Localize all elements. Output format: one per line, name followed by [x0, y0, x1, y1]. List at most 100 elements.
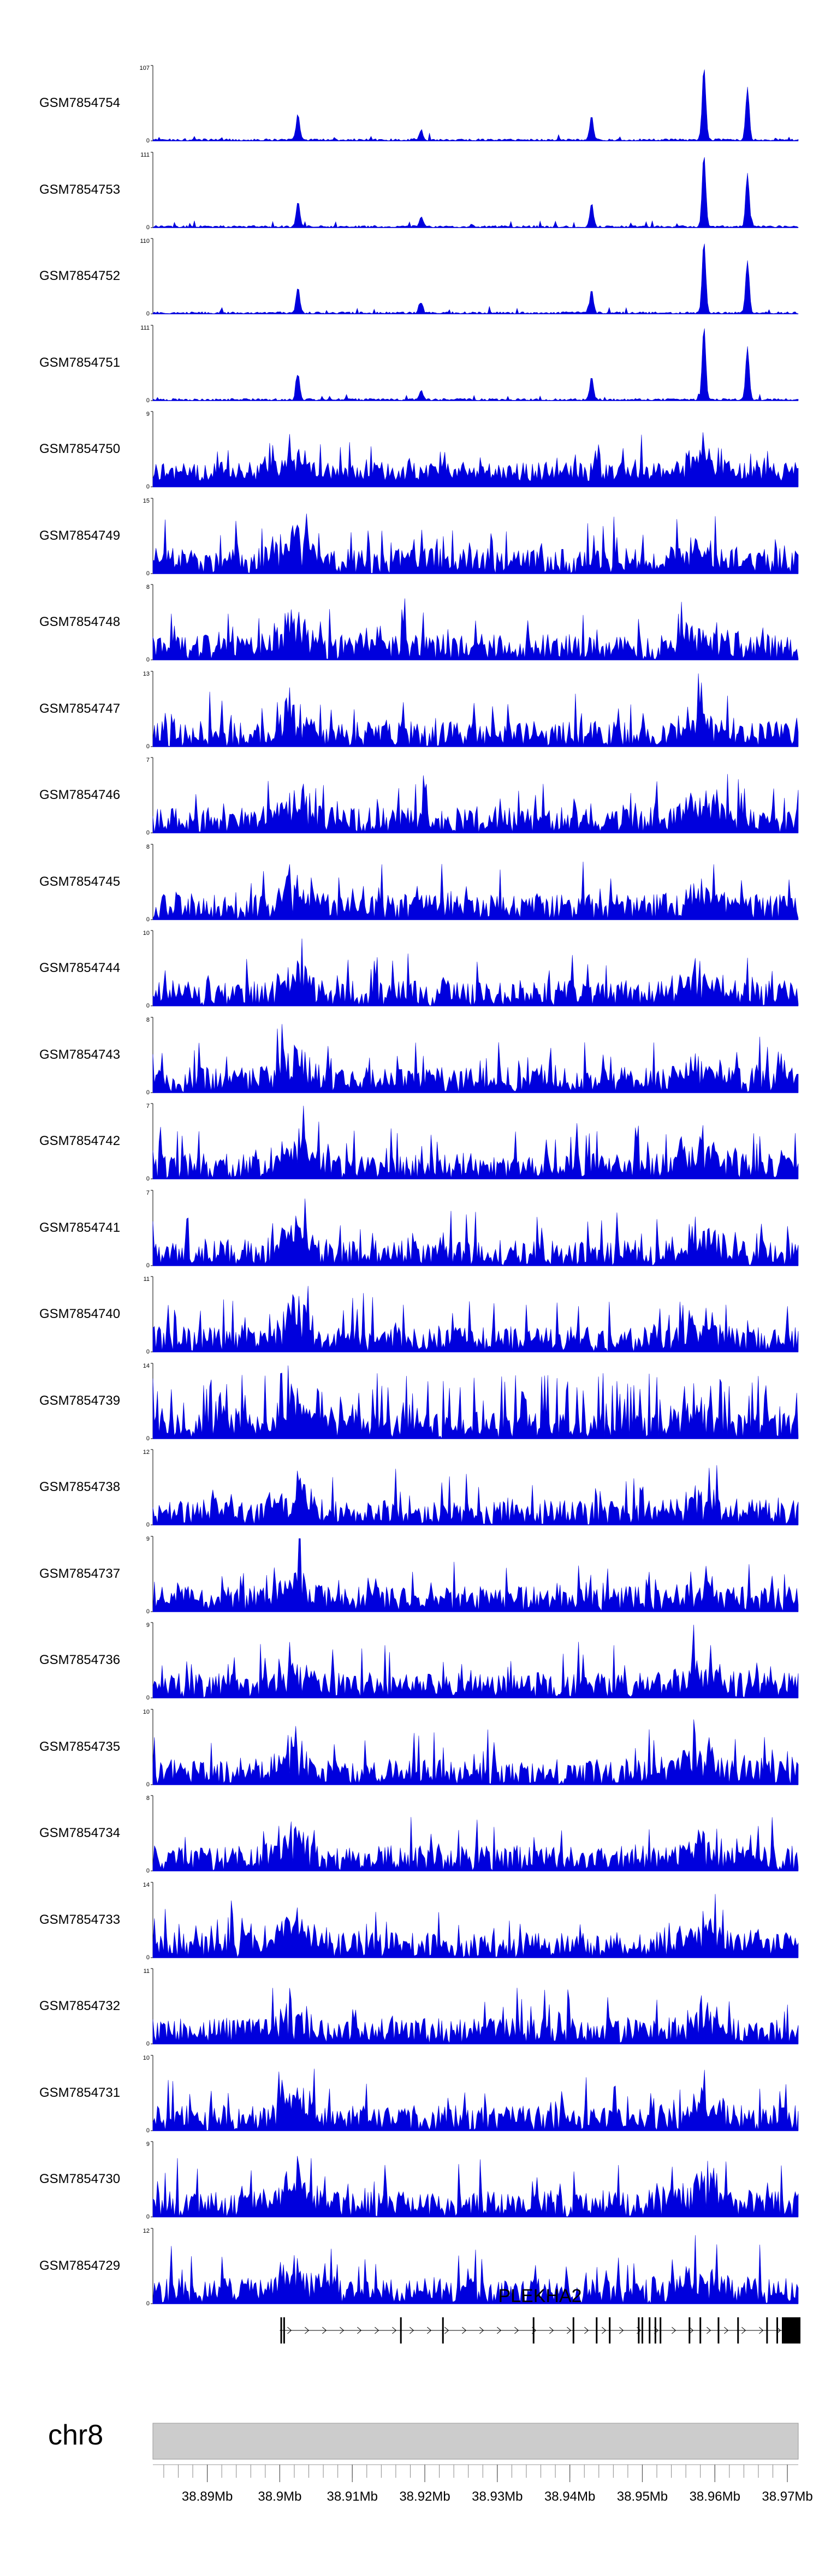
track-GSM7854748: GSM7854748 8 0 [0, 583, 819, 669]
y-max-label: 15 [143, 498, 150, 504]
y-min-label: 0 [146, 2041, 150, 2047]
y-min-label: 0 [146, 397, 150, 404]
signal-area [152, 598, 799, 660]
y-min-label: 0 [146, 1176, 150, 1182]
strand-arrow [497, 2327, 502, 2334]
y-max-label: 10 [143, 930, 150, 937]
strand-arrow [707, 2327, 711, 2334]
gene-exon [641, 2317, 643, 2344]
y-max-label: 12 [143, 2228, 150, 2234]
track-plot: 80 [146, 584, 799, 663]
track-plot: 10 0 [143, 1709, 799, 1788]
gene-exon [532, 2317, 535, 2344]
signal-area [152, 1023, 799, 1093]
y-max-label: 8 [146, 584, 150, 591]
signal-area [152, 1286, 799, 1352]
track-label: GSM7854743 [39, 1047, 121, 1062]
track-GSM7854752: GSM7854752 110 0 [0, 237, 819, 323]
track-GSM7854738: GSM7854738 12 0 [0, 1448, 819, 1534]
track-GSM7854750: GSM7854750 9 0 [0, 410, 819, 496]
track-label: GSM7854751 [39, 355, 121, 370]
track-label: GSM7854737 [39, 1566, 121, 1581]
track-label: GSM7854739 [39, 1393, 121, 1408]
track-plot: 70 [146, 1190, 799, 1269]
gene-exon [660, 2317, 662, 2344]
strand-arrow [759, 2327, 764, 2334]
strand-arrow [322, 2327, 327, 2334]
y-max-label: 7 [146, 1103, 150, 1110]
strand-arrow [549, 2327, 554, 2334]
track-plot: 80 [146, 844, 799, 923]
signal-area [152, 1817, 799, 1871]
signal-area [152, 774, 799, 833]
track-GSM7854730: GSM7854730 9 0 [0, 2140, 819, 2226]
y-max-label: 11 [144, 1276, 150, 1283]
signal-area [152, 1624, 799, 1698]
track-GSM7854734: GSM7854734 8 0 [0, 1794, 819, 1880]
signal-area [152, 938, 799, 1006]
track-GSM7854735: GSM7854735 10 0 [0, 1708, 819, 1793]
track-label: GSM7854732 [39, 1999, 121, 2013]
track-label: GSM7854730 [39, 2172, 121, 2186]
gene-exon [280, 2317, 282, 2344]
track-GSM7854753: GSM7854753 111 0 [0, 151, 819, 236]
y-min-label: 0 [146, 2127, 150, 2134]
track-plot: 14 0 [143, 1363, 799, 1442]
signal-area [152, 861, 799, 920]
y-max-label: 8 [146, 1017, 150, 1023]
axis-tick-label: 38.93Mb [472, 2489, 523, 2504]
track-label: GSM7854742 [39, 1134, 121, 1148]
gene-exon [442, 2317, 444, 2344]
track-label: GSM7854746 [39, 788, 121, 802]
y-min-label: 0 [146, 1349, 150, 1355]
gene-exon [609, 2317, 611, 2344]
signal-area [152, 1988, 799, 2044]
y-max-label: 9 [146, 2141, 150, 2148]
y-min-label: 0 [146, 311, 150, 317]
signal-area [152, 69, 799, 141]
track-label: GSM7854744 [39, 961, 121, 975]
signal-area [152, 1538, 799, 1612]
track-label: GSM7854731 [39, 2085, 121, 2100]
gene-exon [776, 2317, 778, 2344]
gene-exon [283, 2317, 285, 2344]
track-GSM7854754: GSM7854754 107 0 [0, 64, 819, 150]
track-plot: 11 0 [144, 1968, 799, 2047]
axis-tick-label: 38.91Mb [327, 2489, 378, 2504]
strand-arrow [724, 2327, 729, 2334]
y-max-label: 11 [144, 1968, 150, 1975]
track-plot: 15 0 [143, 498, 799, 577]
track-GSM7854744: GSM7854744 10 0 [0, 929, 819, 1015]
strand-arrow [392, 2327, 397, 2334]
y-min-label: 0 [146, 1435, 150, 1442]
signal-area [152, 673, 799, 747]
track-plot: 111 0 [140, 325, 799, 404]
y-min-label: 0 [146, 484, 150, 490]
y-min-label: 0 [146, 657, 150, 663]
signal-area [152, 2234, 799, 2304]
track-GSM7854742: GSM7854742 7 0 [0, 1102, 819, 1188]
track-plot: 10 0 [143, 2055, 799, 2134]
y-min-label: 0 [146, 1954, 150, 1961]
gene-exon [737, 2317, 739, 2344]
track-label: GSM7854752 [39, 269, 121, 283]
gene-name-label: PLEKHA2 [498, 2286, 582, 2306]
signal-area [152, 328, 799, 401]
gene-exon [766, 2317, 768, 2344]
track-GSM7854745: GSM7854745 8 0 [0, 843, 819, 928]
track-plot: 80 [146, 1017, 799, 1096]
track-plot: 110 0 [140, 238, 799, 317]
track-GSM7854746: GSM7854746 7 0 [0, 756, 819, 842]
strand-arrow [479, 2327, 484, 2334]
signal-area [152, 1198, 799, 1266]
strand-arrow [567, 2327, 572, 2334]
gene-exon [400, 2317, 402, 2344]
track-GSM7854749: GSM7854749 15 0 [0, 497, 819, 582]
y-max-label: 13 [143, 671, 150, 677]
track-GSM7854737: GSM7854737 9 0 [0, 1535, 819, 1620]
strand-arrow [305, 2327, 310, 2334]
y-max-label: 111 [140, 152, 150, 158]
track-plot: 70 [146, 1103, 799, 1182]
y-min-label: 0 [146, 1781, 150, 1788]
y-max-label: 8 [146, 1795, 150, 1802]
